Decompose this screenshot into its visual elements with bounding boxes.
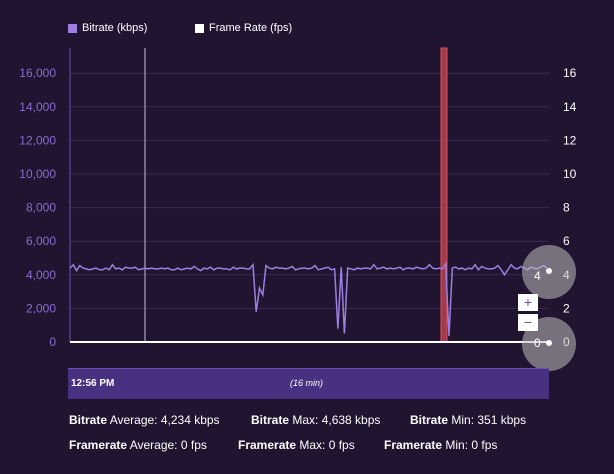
framerate-min: Framerate Min: 0 fps [384, 438, 498, 452]
bitrate-max: Bitrate Max: 4,638 kbps [251, 413, 381, 427]
right-tick-label: 8 [563, 201, 570, 215]
timeline-navigator[interactable]: 12:56 PM (16 min) [68, 368, 549, 399]
legend-item-bitrate[interactable]: Bitrate (kbps) [68, 22, 147, 34]
left-tick-label: 4,000 [26, 268, 56, 282]
upper-handle-label: 4 [534, 269, 541, 283]
framerate-swatch [195, 23, 204, 33]
right-tick-label: 14 [563, 100, 577, 114]
upper-handle-dot[interactable] [546, 268, 552, 274]
timeline-start-time: 12:56 PM [71, 378, 115, 389]
bitrate-min: Bitrate Min: 351 kbps [410, 413, 527, 427]
left-tick-label: 8,000 [26, 201, 56, 215]
legend-bitrate-label: Bitrate (kbps) [82, 22, 148, 34]
left-tick-label: 16,000 [19, 66, 56, 80]
bitrate-swatch [68, 23, 77, 33]
right-tick-label: 2 [563, 301, 570, 315]
right-tick-label: 16 [563, 66, 577, 80]
event-marker-band [440, 47, 448, 343]
left-tick-label: 6,000 [26, 234, 56, 248]
legend-framerate-label: Frame Rate (fps) [209, 22, 293, 34]
lower-handle-label: 0 [534, 336, 541, 350]
right-tick-label: 10 [563, 167, 577, 181]
zoom-in-button[interactable]: + [518, 294, 538, 311]
left-tick-label: 10,000 [19, 167, 56, 181]
bitrate-average: Bitrate Average: 4,234 kbps [69, 413, 220, 427]
left-tick-label: 14,000 [19, 100, 56, 114]
right-tick-label: 12 [563, 133, 577, 147]
framerate-average: Framerate Average: 0 fps [69, 438, 207, 452]
left-tick-label: 12,000 [19, 133, 56, 147]
left-tick-label: 2,000 [26, 301, 56, 315]
lower-handle-dot[interactable] [546, 340, 552, 346]
timeline-duration: (16 min) [290, 378, 324, 388]
zoom-out-button[interactable]: − [518, 314, 538, 331]
framerate-max: Framerate Max: 0 fps [238, 438, 355, 452]
left-tick-label: 0 [49, 335, 56, 349]
bitrate-series-line [69, 261, 548, 337]
legend-item-framerate[interactable]: Frame Rate (fps) [195, 22, 292, 34]
right-tick-label: 6 [563, 234, 570, 248]
